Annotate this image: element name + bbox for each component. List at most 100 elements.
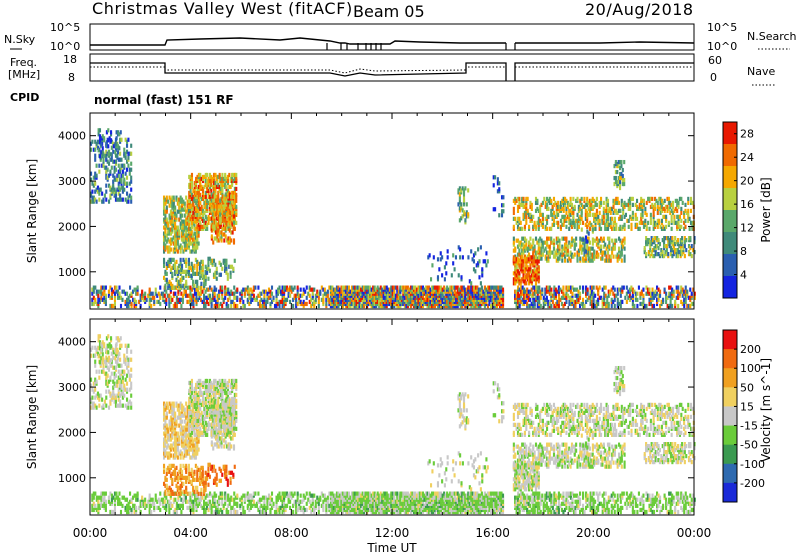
echo-cell	[295, 298, 297, 302]
echo-cell	[651, 288, 653, 292]
freq-tick-top: 18	[63, 53, 77, 66]
echo-cell	[227, 273, 229, 277]
echo-cell	[611, 239, 613, 243]
echo-cell	[502, 209, 504, 213]
echo-cell	[225, 263, 227, 267]
echo-cell	[118, 292, 120, 296]
echo-cell	[558, 304, 560, 308]
echo-cell	[229, 210, 231, 214]
echo-cell	[646, 213, 648, 217]
echo-cell	[581, 227, 583, 231]
echo-cell	[464, 218, 466, 222]
echo-cell	[306, 302, 308, 306]
echo-cell	[565, 211, 567, 215]
echo-cell	[586, 245, 588, 249]
nsky-trace	[90, 38, 506, 45]
echo-cell	[636, 298, 638, 302]
echo-cell	[685, 286, 687, 290]
echo-cell	[123, 164, 125, 168]
echo-cell	[604, 243, 606, 247]
echo-cell	[440, 251, 442, 255]
echo-cell	[680, 197, 682, 201]
echo-cell	[122, 174, 124, 178]
echo-cell	[657, 225, 659, 229]
echo-cell	[538, 259, 540, 263]
echo-cell	[542, 225, 544, 229]
echo-cell	[120, 180, 122, 184]
echo-cell	[278, 286, 280, 290]
echo-cell	[478, 275, 480, 279]
echo-cell	[173, 258, 175, 262]
echo-cell	[513, 207, 515, 211]
echo-cell	[103, 136, 105, 140]
echo-cell	[166, 278, 168, 282]
echo-cell	[159, 302, 161, 306]
echo-cell	[617, 298, 619, 302]
echo-cell	[572, 197, 574, 201]
echo-cell	[665, 300, 667, 304]
echo-cell	[586, 197, 588, 201]
echo-cell	[190, 205, 192, 209]
echo-cell	[289, 294, 291, 298]
echo-cell	[230, 238, 232, 242]
echo-cell	[642, 213, 644, 217]
echo-cell	[235, 221, 237, 225]
echo-cell	[653, 240, 655, 244]
echo-cell	[477, 247, 479, 251]
echo-cell	[266, 300, 268, 304]
echo-cell	[538, 243, 540, 247]
echo-cell	[668, 197, 670, 201]
echo-cell	[122, 198, 124, 202]
echo-cell	[229, 216, 231, 220]
echo-cell	[209, 269, 211, 273]
echo-cell	[487, 259, 489, 263]
echo-cell	[592, 241, 594, 245]
echo-cell	[166, 206, 168, 210]
echo-cell	[683, 215, 685, 219]
echo-cell	[643, 203, 645, 207]
echo-cell	[232, 267, 234, 271]
echo-cell	[636, 223, 638, 227]
echo-cell	[513, 211, 515, 215]
echo-cell	[325, 302, 327, 306]
echo-cell	[120, 158, 122, 162]
echo-cell	[638, 286, 640, 290]
echo-cell	[315, 298, 317, 302]
echo-cell	[121, 298, 123, 302]
echo-cell	[618, 247, 620, 251]
echo-cell	[170, 247, 172, 251]
echo-cell	[599, 219, 601, 223]
echo-cell	[480, 245, 482, 249]
echo-cell	[207, 277, 209, 281]
echo-cell	[166, 218, 168, 222]
freq-trace	[90, 63, 694, 81]
echo-cell	[312, 292, 314, 296]
echo-cell	[636, 292, 638, 296]
echo-cell	[624, 223, 626, 227]
echo-cell	[599, 211, 601, 215]
echo-cell	[459, 196, 461, 200]
echo-cell	[653, 304, 655, 308]
echo-cell	[668, 221, 670, 225]
echo-cell	[98, 164, 100, 168]
echo-cell	[105, 184, 107, 188]
echo-cell	[441, 255, 443, 259]
echo-cell	[574, 205, 576, 209]
echo-cell	[126, 144, 128, 148]
freq-label-2: [MHz]	[8, 68, 40, 81]
echo-cell	[538, 255, 540, 259]
echo-cell	[624, 247, 626, 251]
echo-cell	[584, 304, 586, 308]
echo-cell	[214, 224, 216, 228]
echo-cell	[673, 290, 675, 294]
cpid-text: normal (fast) 151 RF	[94, 93, 234, 107]
echo-cell	[227, 304, 229, 308]
echo-cell	[130, 152, 132, 156]
echo-cell	[493, 183, 495, 187]
echo-cell	[650, 217, 652, 221]
echo-cell	[187, 286, 189, 290]
echo-cell	[587, 288, 589, 292]
echo-cell	[263, 294, 265, 298]
echo-cell	[546, 221, 548, 225]
echo-cell	[665, 215, 667, 219]
